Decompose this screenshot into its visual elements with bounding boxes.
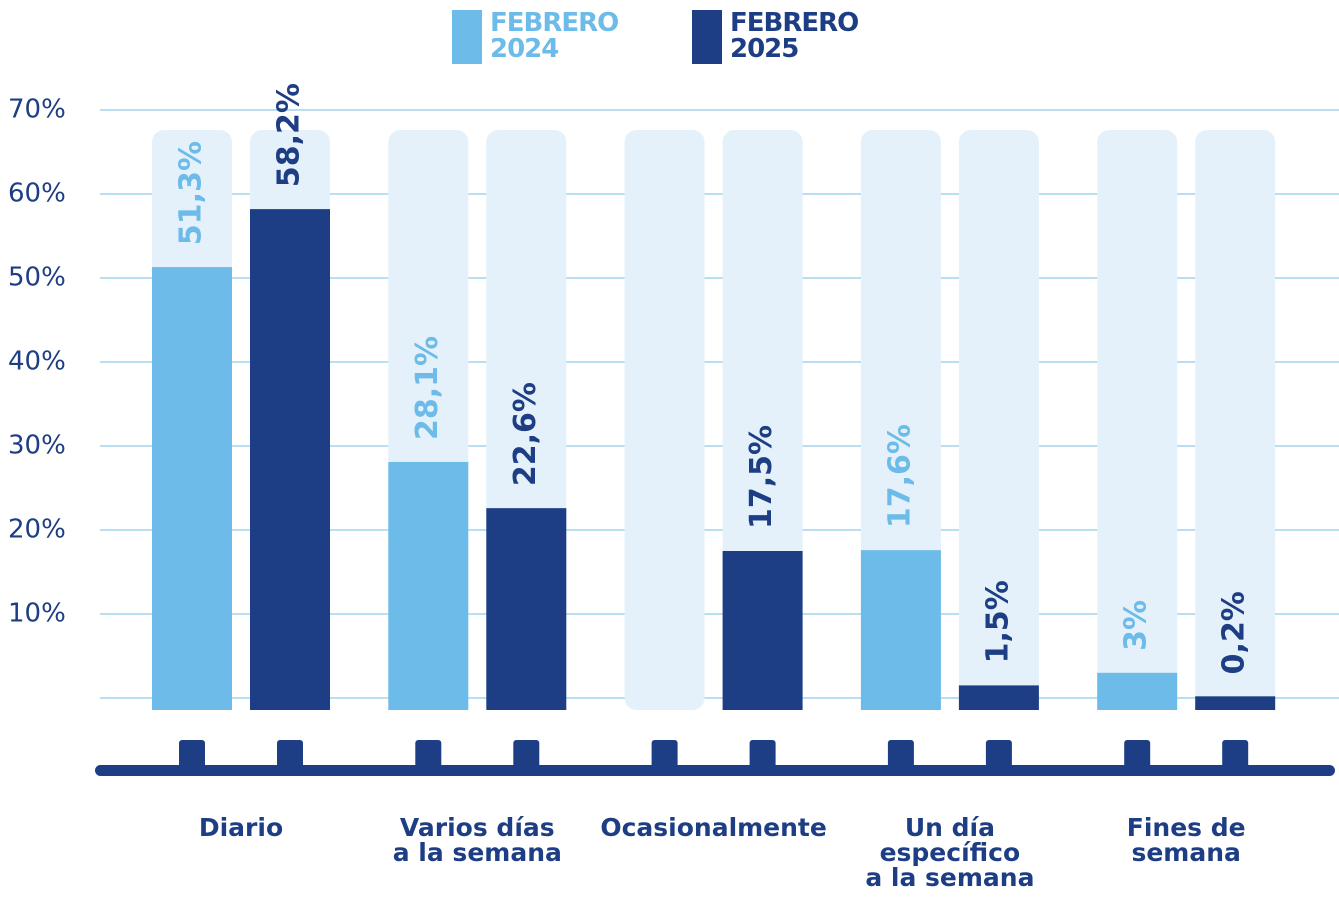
x-tick-label: Ocasionalmente: [600, 813, 827, 842]
bar: [152, 267, 232, 710]
bar: [860, 550, 941, 710]
axis-tab: [513, 740, 540, 770]
bar: [1097, 672, 1178, 710]
x-tick-label: Fines de semana: [1126, 813, 1246, 867]
value-label: 22,6%: [508, 382, 543, 486]
value-label: 17,5%: [744, 425, 779, 529]
bar-background: [624, 130, 705, 710]
bar: [250, 209, 330, 710]
value-label: 28,1%: [410, 336, 445, 440]
axis-tab: [1222, 740, 1249, 770]
value-label: 3%: [1119, 600, 1154, 651]
value-label: 17,6%: [882, 424, 917, 528]
value-label: 0,2%: [1217, 591, 1252, 674]
x-tick-label: Diario: [198, 813, 284, 842]
value-label: 1,5%: [980, 580, 1015, 663]
bar: [722, 551, 803, 710]
bar: [958, 685, 1039, 710]
bar: [486, 508, 567, 710]
y-tick-label: 70%: [8, 95, 66, 125]
bar-background: [1195, 130, 1276, 710]
x-tick-label: Un día específico a la semana: [865, 813, 1035, 892]
x-tick-label: Varios días a la semana: [392, 813, 562, 867]
axis-tab: [179, 740, 205, 770]
bar: [388, 461, 469, 710]
legend-swatch: [692, 10, 722, 64]
axis-tab: [415, 740, 442, 770]
bar-background: [1097, 130, 1178, 710]
x-axis-bar: [95, 765, 1335, 776]
y-tick-label: 60%: [8, 179, 66, 209]
legend-label: FEBRERO 2024: [490, 8, 619, 64]
y-tick-label: 40%: [8, 347, 66, 377]
y-tick-label: 30%: [8, 431, 66, 461]
axis-tab: [651, 740, 678, 770]
y-tick-label: 10%: [8, 599, 66, 629]
axis-tab: [985, 740, 1012, 770]
value-label: 58,2%: [272, 83, 307, 187]
axis-tab: [277, 740, 303, 770]
axis-tab: [887, 740, 914, 770]
bar: [1195, 696, 1276, 710]
legend-swatch: [452, 10, 482, 64]
y-tick-label: 50%: [8, 263, 66, 293]
axis-tab: [1124, 740, 1151, 770]
bar-background: [958, 130, 1039, 710]
legend-label: FEBRERO 2025: [730, 8, 859, 64]
y-tick-label: 20%: [8, 515, 66, 545]
value-label: 51,3%: [174, 141, 209, 245]
axis-tab: [749, 740, 776, 770]
